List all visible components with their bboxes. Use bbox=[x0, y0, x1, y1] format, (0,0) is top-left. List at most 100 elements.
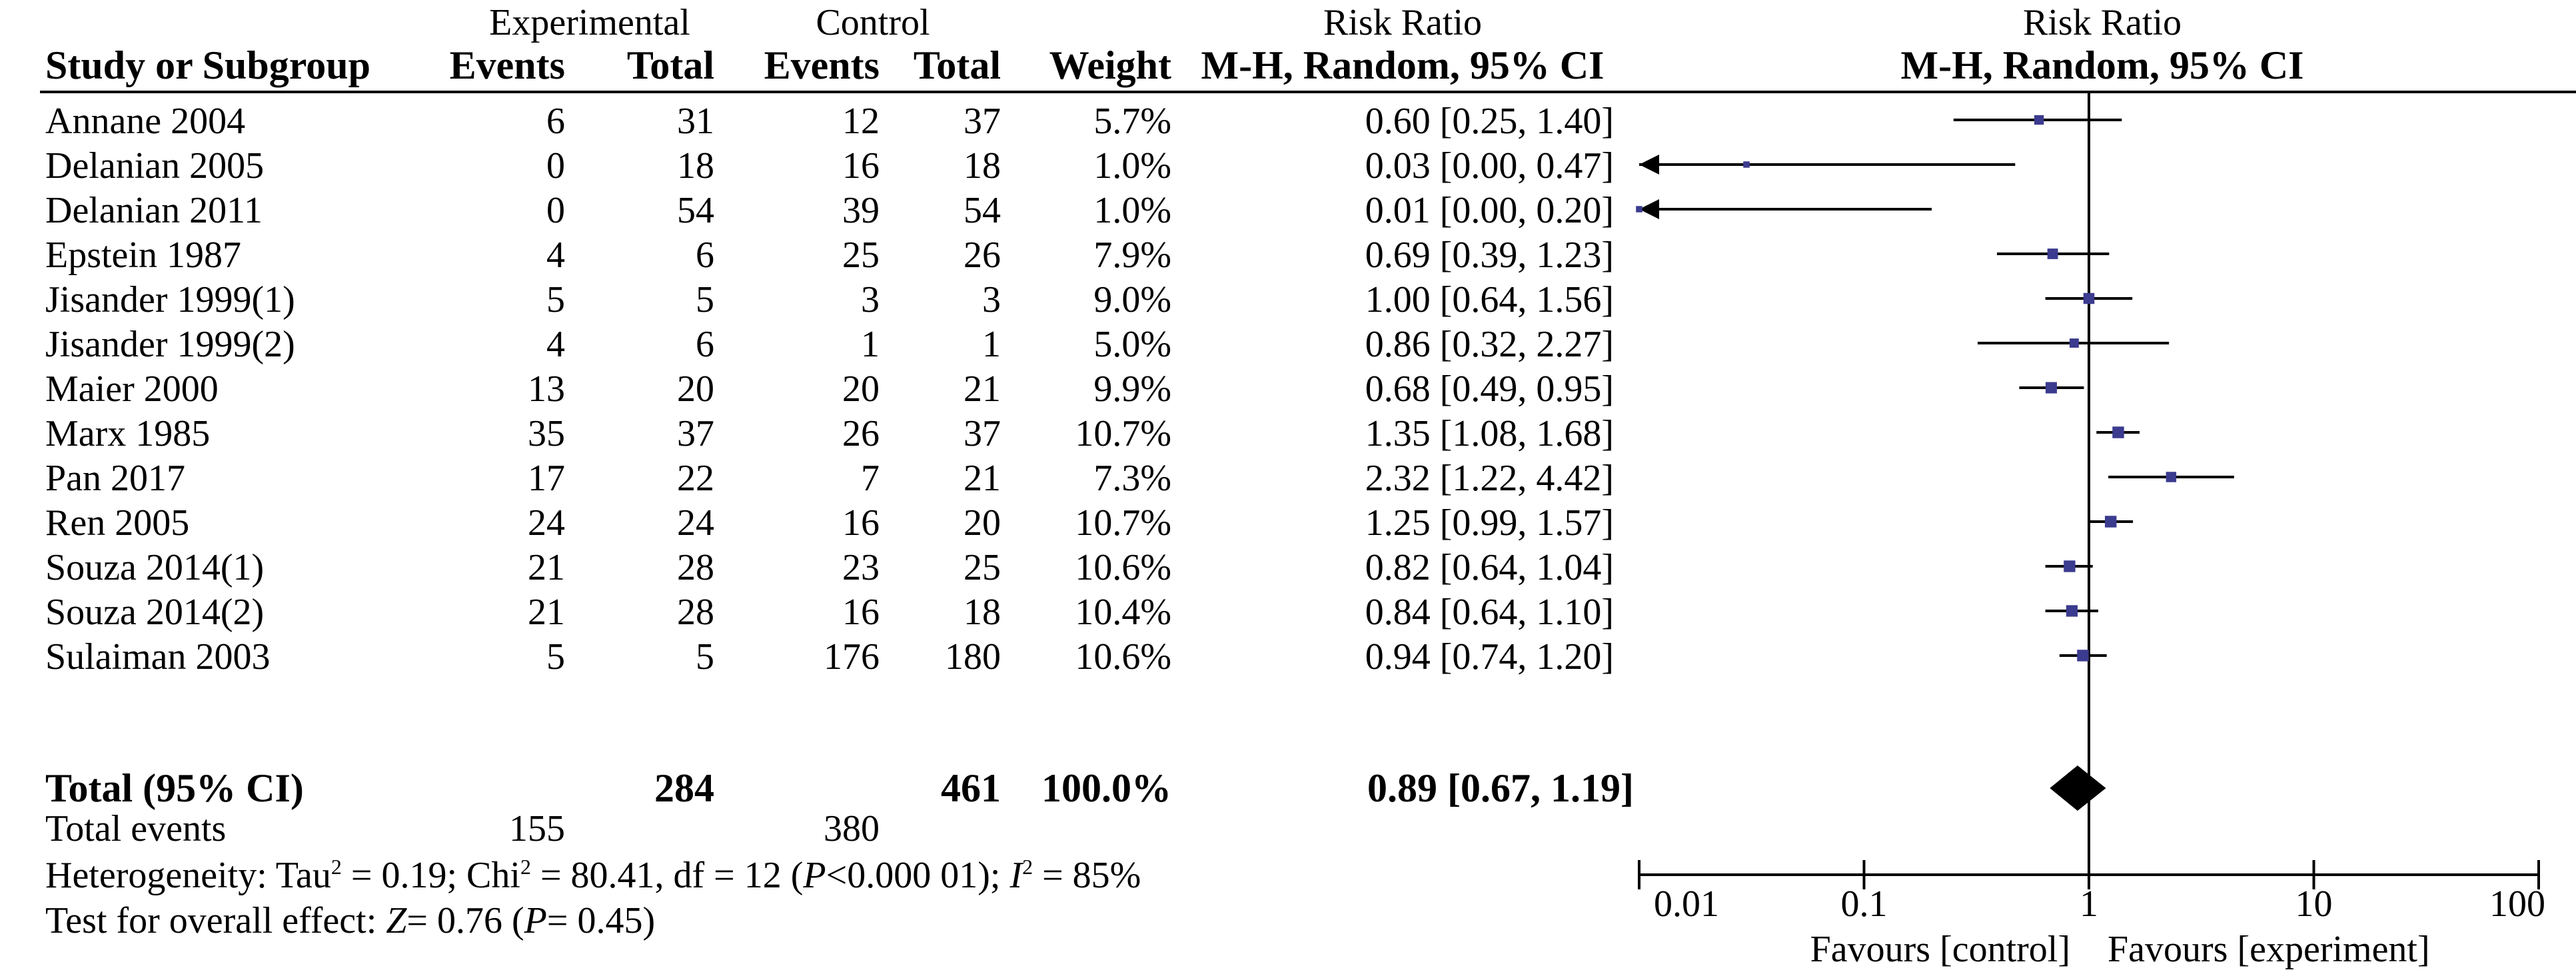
study-name: Jisander 1999(2) bbox=[45, 324, 295, 365]
risk-ratio-ci-cell: 1.25 [0.99, 1.57] bbox=[1365, 502, 1614, 544]
ctl-events-cell: 3 bbox=[861, 279, 880, 320]
study-name: Souza 2014(1) bbox=[45, 547, 264, 588]
favours-experiment-label: Favours [experiment] bbox=[2108, 929, 2430, 970]
exp-events-cell: 35 bbox=[528, 413, 565, 454]
exp-events-cell: 6 bbox=[546, 101, 565, 142]
risk-ratio-ci-cell: 0.60 [0.25, 1.40] bbox=[1365, 101, 1614, 142]
left-arrow-icon bbox=[1639, 155, 1659, 175]
ctl-total-cell: 37 bbox=[964, 413, 1001, 454]
exp-total-cell: 31 bbox=[677, 101, 714, 142]
ctl-events-cell: 16 bbox=[842, 592, 880, 633]
exp-total-cell: 5 bbox=[696, 636, 714, 678]
ctl-total-cell: 21 bbox=[964, 458, 1001, 499]
ctl-events-cell: 25 bbox=[842, 235, 880, 276]
ctl-events-cell: 16 bbox=[842, 502, 880, 544]
study-name: Ren 2005 bbox=[45, 502, 189, 544]
exp-total-header: Total bbox=[627, 43, 714, 87]
point-estimate-marker bbox=[2045, 382, 2057, 394]
ctl-total-cell: 18 bbox=[964, 592, 1001, 633]
exp-events-cell: 4 bbox=[546, 324, 565, 365]
study-name: Epstein 1987 bbox=[45, 235, 241, 276]
heterogeneity-text: Heterogeneity: Tau2 = 0.19; Chi2 = 80.41… bbox=[45, 855, 1141, 896]
ctl-grand-total: 461 bbox=[941, 766, 1001, 810]
risk-ratio-ci-cell: 0.84 [0.64, 1.10] bbox=[1365, 592, 1614, 633]
weight-cell: 7.9% bbox=[1093, 235, 1171, 276]
overall-effect-text: Test for overall effect: Z= 0.76 (P= 0.4… bbox=[45, 900, 655, 941]
ctl-events-cell: 16 bbox=[842, 145, 880, 187]
point-estimate-marker bbox=[2112, 426, 2124, 438]
exp-total-cell: 28 bbox=[677, 547, 714, 588]
weight-cell: 1.0% bbox=[1093, 190, 1171, 231]
point-estimate-marker bbox=[2066, 605, 2078, 617]
exp-total-cell: 6 bbox=[696, 324, 714, 365]
risk-ratio-ci-cell: 0.03 [0.00, 0.47] bbox=[1365, 145, 1614, 187]
exp-total-cell: 28 bbox=[677, 592, 714, 633]
exp-total-cell: 37 bbox=[677, 413, 714, 454]
plot-area: 0.01 0.1 1 10 100 Favours [control] Favours [e… bbox=[1636, 92, 2545, 970]
ctl-events-cell: 7 bbox=[861, 458, 880, 499]
pooled-diamond bbox=[2050, 765, 2106, 811]
risk-ratio-ci-cell: 1.35 [1.08, 1.68] bbox=[1365, 413, 1614, 454]
total-label: Total (95% CI) bbox=[45, 766, 304, 810]
exp-events-cell: 5 bbox=[546, 636, 565, 678]
exp-total-cell: 54 bbox=[677, 190, 714, 231]
weight-cell: 5.7% bbox=[1093, 101, 1171, 142]
ctl-events-cell: 176 bbox=[824, 636, 880, 678]
ctl-events-cell: 12 bbox=[842, 101, 880, 142]
ctl-events-cell: 26 bbox=[842, 413, 880, 454]
ctl-total-cell: 21 bbox=[964, 368, 1001, 410]
x-tick-label: 10 bbox=[2295, 883, 2333, 925]
rr-header-sub: M-H, Random, 95% CI bbox=[1201, 43, 1604, 87]
exp-events-cell: 4 bbox=[546, 235, 565, 276]
x-tick-label: 100 bbox=[2489, 883, 2545, 925]
experimental-header: Experimental bbox=[489, 2, 690, 43]
point-estimate-marker bbox=[2069, 338, 2079, 348]
total-events-label: Total events bbox=[45, 808, 226, 849]
risk-ratio-ci-cell: 2.32 [1.22, 4.42] bbox=[1365, 458, 1614, 499]
ctl-total-cell: 26 bbox=[964, 235, 1001, 276]
exp-events-cell: 0 bbox=[546, 145, 565, 187]
weight-cell: 9.9% bbox=[1093, 368, 1171, 410]
favours-control-label: Favours [control] bbox=[1810, 929, 2070, 970]
control-header: Control bbox=[816, 2, 930, 43]
study-name: Delanian 2011 bbox=[45, 190, 263, 231]
ctl-total-cell: 54 bbox=[964, 190, 1001, 231]
weight-cell: 10.6% bbox=[1075, 547, 1171, 588]
ctl-events-cell: 1 bbox=[861, 324, 880, 365]
ctl-events-cell: 23 bbox=[842, 547, 880, 588]
risk-ratio-ci-cell: 1.00 [0.64, 1.56] bbox=[1365, 279, 1614, 320]
point-estimate-marker bbox=[2077, 650, 2089, 662]
ctl-total-cell: 180 bbox=[945, 636, 1001, 678]
ctl-total-cell: 1 bbox=[982, 324, 1001, 365]
weight-cell: 10.7% bbox=[1075, 502, 1171, 544]
exp-total-cell: 18 bbox=[677, 145, 714, 187]
weight-cell: 7.3% bbox=[1093, 458, 1171, 499]
point-estimate-marker bbox=[1636, 206, 1642, 213]
exp-events-cell: 24 bbox=[528, 502, 565, 544]
x-tick-label: 0.01 bbox=[1654, 883, 1719, 925]
ctl-events-cell: 39 bbox=[842, 190, 880, 231]
rr-header-title: Risk Ratio bbox=[1323, 2, 1482, 43]
weight-cell: 5.0% bbox=[1093, 324, 1171, 365]
plot-header-title: Risk Ratio bbox=[2023, 2, 2182, 43]
exp-events-cell: 5 bbox=[546, 279, 565, 320]
point-estimate-marker bbox=[2083, 292, 2095, 304]
risk-ratio-ci-cell: 0.86 [0.32, 2.27] bbox=[1365, 324, 1614, 365]
ctl-total-cell: 37 bbox=[964, 101, 1001, 142]
study-name: Marx 1985 bbox=[45, 413, 210, 454]
study-rows: Annane 2004 6 31 12 37 5.7% 0.60 [0.25, 1.40]D… bbox=[45, 101, 1634, 810]
exp-total-cell: 22 bbox=[677, 458, 714, 499]
study-name: Maier 2000 bbox=[45, 368, 219, 410]
risk-ratio-ci-cell: 0.94 [0.74, 1.20] bbox=[1365, 636, 1614, 678]
ctl-total-cell: 20 bbox=[964, 502, 1001, 544]
study-name: Pan 2017 bbox=[45, 458, 185, 499]
study-name: Delanian 2005 bbox=[45, 145, 264, 187]
exp-total-cell: 6 bbox=[696, 235, 714, 276]
ctl-total-cell: 25 bbox=[964, 547, 1001, 588]
exp-total-events: 155 bbox=[509, 808, 565, 849]
study-col-header: Study or Subgroup bbox=[45, 43, 370, 87]
ctl-events-header: Events bbox=[764, 43, 880, 87]
weight-cell: 9.0% bbox=[1093, 279, 1171, 320]
study-name: Souza 2014(2) bbox=[45, 592, 264, 633]
